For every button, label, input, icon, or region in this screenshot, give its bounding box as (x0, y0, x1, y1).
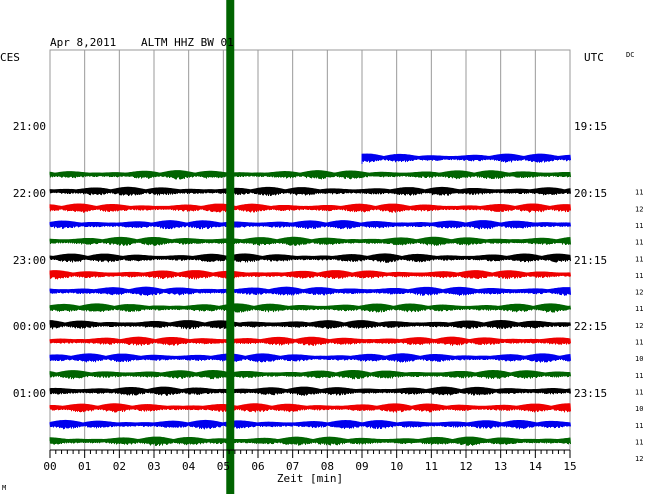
plot-grid (49, 49, 571, 451)
time-marker (226, 0, 235, 494)
x-tick-label: 05 (217, 460, 230, 473)
trace-line (49, 186, 571, 197)
x-tick-labels: 00 01 02 03 04 05 06 07 08 09 10 11 12 13 14 15 (43, 460, 576, 473)
right-time-label: 20:15 (574, 187, 607, 200)
x-tick-label: 15 (563, 460, 576, 473)
dc-value: 12 (635, 455, 643, 463)
trace-line (49, 203, 571, 213)
trace-line (49, 353, 571, 363)
right-zone-label: UTC (584, 51, 604, 64)
dc-value: 11 (635, 222, 643, 230)
left-time-label: 00:00 (13, 320, 46, 333)
trace-line (49, 286, 571, 297)
trace-line (49, 220, 571, 230)
right-time-label: 21:15 (574, 254, 607, 267)
x-tick-label: 09 (355, 460, 368, 473)
dc-value: 11 (635, 339, 643, 347)
axes (49, 449, 571, 458)
left-zone-label: CES (0, 51, 20, 64)
trace-line (49, 386, 571, 396)
x-tick-label: 03 (147, 460, 160, 473)
dc-value: 11 (635, 422, 643, 430)
x-tick-label: 00 (43, 460, 56, 473)
left-time-label: 21:00 (13, 120, 46, 133)
trace-line (49, 319, 571, 330)
dc-label: DC (626, 51, 634, 59)
trace-line (49, 303, 571, 313)
trace-line (49, 270, 571, 280)
x-tick-label: 07 (286, 460, 299, 473)
dc-value: 12 (635, 322, 643, 330)
time-labels: 21:00 22:00 23:00 00:00 01:00 19:15 20:15 21:15… (13, 120, 607, 400)
seismic-traces (49, 153, 571, 446)
right-time-label: 22:15 (574, 320, 607, 333)
x-tick-label: 02 (113, 460, 126, 473)
x-tick-label: 14 (529, 460, 543, 473)
dc-value: 11 (635, 305, 643, 313)
dc-values: 11 12 11 11 11 11 12 11 12 11 10 11 11 10 11 11 12 (635, 189, 643, 463)
trace-line (49, 436, 571, 446)
x-tick-label: 10 (390, 460, 403, 473)
left-time-label: 23:00 (13, 254, 46, 267)
dc-value: 11 (635, 388, 643, 396)
x-tick-label: 06 (251, 460, 264, 473)
trace-line (49, 236, 571, 246)
trace-line (49, 419, 571, 430)
dc-value: 11 (635, 189, 643, 197)
x-tick-label: 12 (459, 460, 472, 473)
header-station: ALTM HHZ BW 01 (141, 36, 234, 49)
bottom-left-mark: M (2, 484, 6, 492)
left-time-label: 22:00 (13, 187, 46, 200)
x-tick-label: 04 (182, 460, 196, 473)
dc-value: 11 (635, 239, 643, 247)
x-tick-label: 01 (78, 460, 91, 473)
header-date: Apr 8,2011 (50, 36, 116, 49)
dc-value: 11 (635, 272, 643, 280)
dc-value: 12 (635, 289, 643, 297)
dc-value: 11 (635, 255, 643, 263)
dc-value: 10 (635, 405, 643, 413)
trace-line (49, 170, 571, 180)
trace-line (49, 369, 571, 380)
trace-line (49, 253, 571, 263)
dc-value: 10 (635, 355, 643, 363)
dc-value: 12 (635, 205, 643, 213)
x-tick-label: 11 (425, 460, 438, 473)
left-time-label: 01:00 (13, 387, 46, 400)
trace-line (361, 153, 571, 164)
right-time-label: 19:15 (574, 120, 607, 133)
trace-line (49, 336, 571, 346)
x-tick-label: 13 (494, 460, 507, 473)
dc-value: 11 (635, 438, 643, 446)
right-time-label: 23:15 (574, 387, 607, 400)
dc-value: 11 (635, 372, 643, 380)
x-axis-label: Zeit [min] (277, 472, 343, 485)
x-tick-label: 08 (321, 460, 334, 473)
trace-line (49, 403, 571, 413)
time-marker-bar (226, 0, 235, 494)
